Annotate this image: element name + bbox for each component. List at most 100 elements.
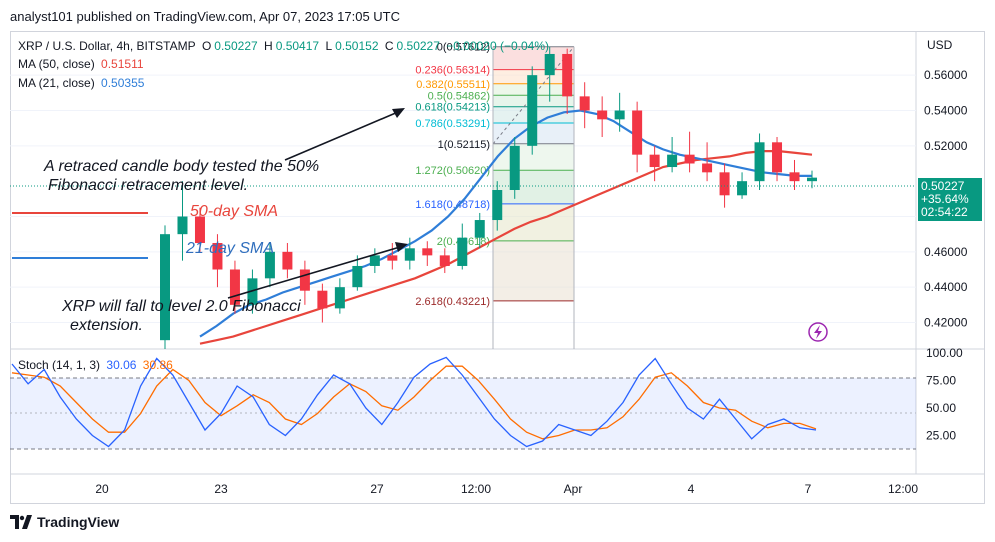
candle-body	[702, 163, 713, 173]
high-label: H	[264, 39, 273, 53]
price-tag-value: 0.50227	[921, 179, 965, 193]
annotation-retrace-2: Fibonacci retracement level.	[48, 177, 249, 194]
candle-body	[719, 172, 730, 196]
price-tick-label: 0.54000	[924, 104, 968, 118]
time-tick-label: 4	[688, 482, 695, 496]
candle-body	[789, 172, 800, 182]
fib-level-label: 1.272(0.50620)	[415, 165, 490, 177]
candle-body	[772, 142, 783, 173]
candle-body	[614, 110, 625, 120]
stoch-tick-label: 100.00	[926, 346, 963, 360]
ma21-legend[interactable]: MA (21, close) 0.50355	[18, 76, 147, 90]
stoch-tick-label: 75.00	[926, 374, 956, 388]
fib-level-label: 1.618(0.48718)	[415, 199, 490, 211]
candle-body	[229, 269, 240, 305]
candle-body	[212, 243, 223, 270]
stoch-legend[interactable]: Stoch (14, 1, 3) 30.06 30.86	[18, 358, 176, 372]
candle-body	[737, 181, 748, 196]
candle-body	[334, 287, 345, 309]
tradingview-logo-icon	[10, 515, 32, 529]
candle-body	[282, 251, 293, 270]
chart-frame[interactable]	[10, 31, 985, 504]
price-tick-label: 0.44000	[924, 280, 968, 294]
candle-body	[544, 53, 555, 76]
ma50-value: 0.51511	[101, 57, 144, 71]
price-tag: 0.50227 +35.64% 02:54:22	[918, 178, 982, 221]
candle-body	[387, 255, 398, 261]
fib-zone	[493, 170, 574, 204]
arrow-to-fib50-head	[392, 108, 405, 118]
price-tick-label: 0.42000	[924, 316, 968, 330]
annotation-fall-1: XRP will fall to level 2.0 Fibonacci	[62, 298, 301, 315]
low-label: L	[325, 39, 333, 53]
symbol-legend[interactable]: XRP / U.S. Dollar, 4h, BITSTAMP O 0.50227…	[18, 39, 552, 53]
candle-body	[317, 290, 328, 309]
annotation-fall-2: extension.	[70, 317, 143, 334]
candle-body	[352, 265, 363, 288]
stoch-d-line[interactable]	[11, 365, 817, 440]
time-tick-label: 23	[214, 482, 228, 496]
fib-level-label: 0.382(0.55511)	[416, 79, 490, 91]
currency-label[interactable]: USD	[927, 38, 953, 52]
ma50-line[interactable]	[199, 150, 813, 345]
publisher-caption: analyst101 published on TradingView.com,…	[10, 9, 401, 24]
price-tick-label: 0.56000	[924, 68, 968, 82]
close-label: C	[384, 39, 394, 53]
time-tick-label: 20	[95, 482, 109, 496]
candle-body	[667, 154, 678, 168]
candle-body	[527, 75, 538, 146]
candle-body	[369, 255, 380, 266]
stoch-k-line[interactable]	[11, 356, 817, 448]
change-value: −0.00020 (−0.04%)	[446, 39, 550, 53]
candle-body	[492, 190, 503, 221]
stoch-d-value: 30.86	[142, 358, 173, 372]
brand-name: TradingView	[37, 514, 120, 530]
candle-body	[597, 110, 608, 120]
fib-level-label: 0(0.57612)	[437, 42, 490, 54]
stoch-tick-label: 25.00	[926, 429, 956, 443]
lightning-icon[interactable]	[808, 322, 828, 342]
arrow-to-fib50-line	[284, 111, 399, 161]
close-value: 0.50227	[396, 39, 440, 53]
candle-body	[754, 142, 765, 182]
stoch-k-value: 30.06	[106, 358, 137, 372]
candle-body	[422, 248, 433, 256]
time-tick-label: Apr	[564, 482, 583, 496]
price-tag-pct: +35.64%	[921, 192, 969, 206]
stoch-tick-label: 50.00	[926, 401, 956, 415]
candle-body	[404, 248, 415, 261]
annotation-sma21: 21-day SMA	[186, 240, 275, 257]
candle-body	[474, 220, 485, 238]
arrow-to-fib2-head	[395, 242, 408, 252]
price-tick-label: 0.46000	[924, 245, 968, 259]
open-value: 0.50227	[214, 39, 258, 53]
ma21-value: 0.50355	[101, 76, 145, 90]
fib-level-label: 0.236(0.56314)	[415, 65, 490, 77]
candle-body	[160, 234, 170, 341]
candle-body	[194, 216, 205, 243]
candle-body	[562, 53, 573, 97]
annotation-sma50: 50-day SMA	[190, 203, 279, 220]
stoch-label: Stoch (14, 1, 3)	[18, 358, 101, 372]
time-tick-label: 7	[805, 482, 812, 496]
candle-body	[632, 110, 643, 155]
tradingview-brand[interactable]: TradingView	[10, 514, 119, 530]
candle-body	[579, 96, 590, 111]
fib-level-label: 2.618(0.43221)	[415, 296, 490, 308]
fib-zone	[493, 240, 574, 301]
high-value: 0.50417	[275, 39, 320, 53]
candle-body	[509, 145, 520, 190]
candle-body	[177, 216, 188, 235]
candle-body	[684, 154, 695, 164]
candle-body	[807, 177, 817, 182]
low-value: 0.50152	[335, 39, 379, 53]
symbol-title: XRP / U.S. Dollar, 4h, BITSTAMP	[18, 39, 196, 53]
time-tick-label: 27	[370, 482, 384, 496]
candle-body	[439, 255, 450, 266]
candle-body	[649, 154, 660, 168]
time-tick-label: 12:00	[888, 482, 918, 496]
time-tick-label: 12:00	[461, 482, 491, 496]
ma21-label: MA (21, close)	[18, 76, 95, 90]
ma50-legend[interactable]: MA (50, close) 0.51511	[18, 57, 147, 71]
